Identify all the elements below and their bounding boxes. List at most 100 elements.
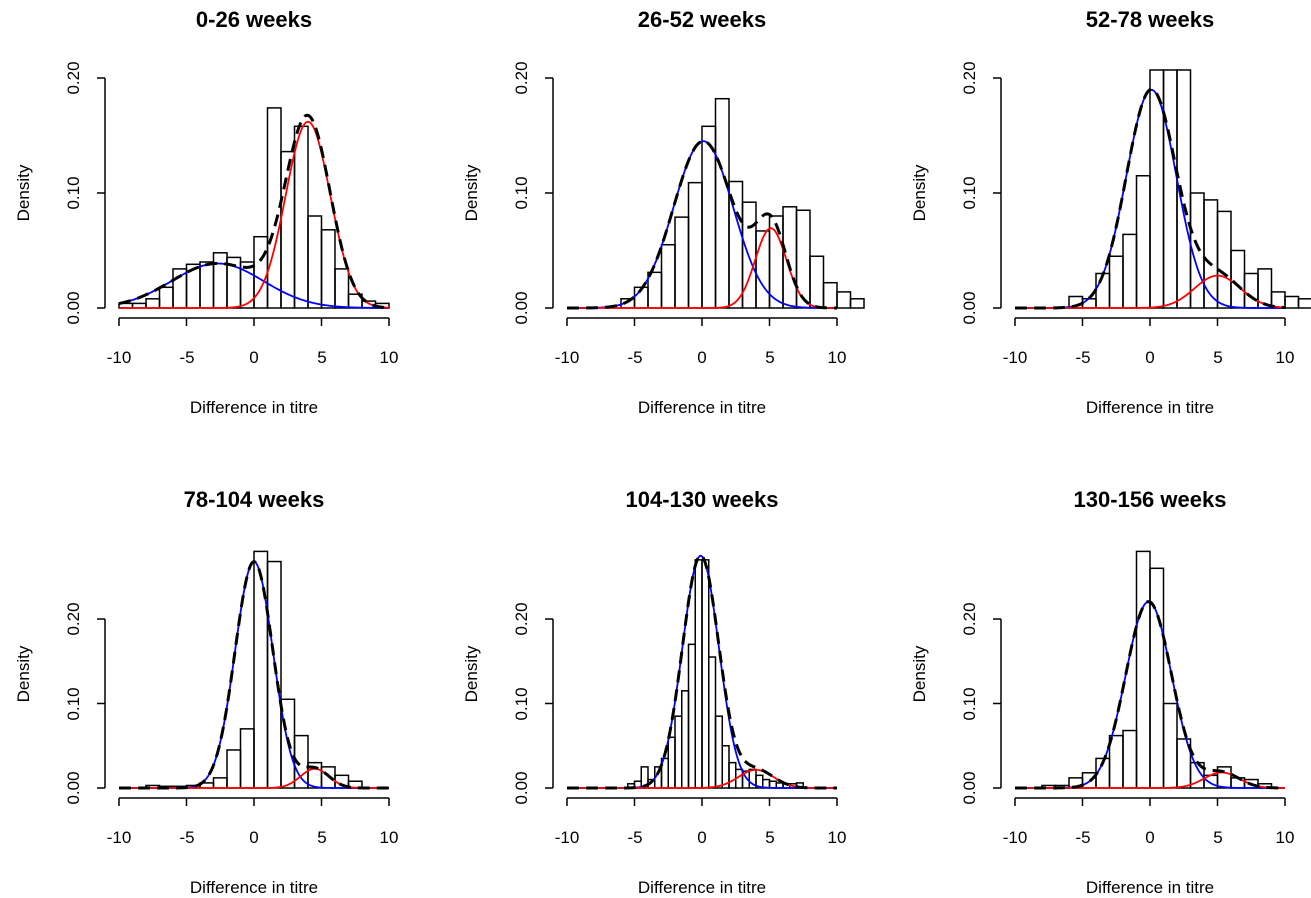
x-tick-label: 10: [380, 348, 399, 367]
y-tick-label: 0.20: [64, 602, 83, 635]
histogram-bar: [212, 252, 228, 309]
chart-title: 26-52 weeks: [638, 7, 766, 32]
histogram-chart-4: 78-104 weeks Difference in titre Density…: [14, 487, 399, 897]
chart-title: 104-130 weeks: [626, 487, 779, 512]
histogram-bar: [809, 255, 825, 309]
x-tick-label: 0: [1145, 348, 1154, 367]
x-tick-label: -10: [1003, 348, 1028, 367]
histogram-bar: [822, 281, 838, 309]
histogram-bar: [334, 268, 350, 309]
y-tick-label: 0.10: [64, 176, 83, 209]
x-tick-label: -5: [1075, 828, 1090, 847]
mixture-density-curve: [1015, 600, 1286, 790]
histogram-bar: [1108, 734, 1124, 789]
x-tick-label: -5: [179, 348, 194, 367]
x-tick-label: 0: [249, 348, 258, 367]
histogram-bar: [1230, 249, 1246, 309]
y-axis-label: Density: [14, 645, 33, 702]
mixture-density-curve: [1015, 87, 1286, 310]
chart-panel-3: 52-78 weeks Difference in titre Density …: [874, 0, 1311, 449]
histogram-bar: [674, 715, 683, 789]
histogram-bars: [1041, 550, 1273, 789]
histogram-bar: [1176, 69, 1192, 309]
histogram-bar: [755, 230, 771, 309]
chart-panel-1: 0-26 weeks Difference in titre Density -…: [0, 0, 437, 449]
histogram-bar: [1216, 210, 1232, 309]
histogram-bar: [1297, 298, 1311, 309]
histogram-bar: [1162, 702, 1178, 789]
x-tick-label: -10: [555, 348, 580, 367]
histogram-bar: [239, 728, 255, 789]
histogram-bar: [721, 745, 730, 789]
histogram-bars: [620, 97, 865, 309]
x-axis-label: Difference in titre: [190, 398, 318, 417]
histogram-bar: [293, 125, 309, 309]
chart-title: 0-26 weeks: [196, 7, 312, 32]
histogram-bar: [647, 271, 663, 309]
chart-panel-5: 104-130 weeks Difference in titre Densit…: [437, 449, 874, 898]
chart-panel-4: 78-104 weeks Difference in titre Density…: [0, 449, 437, 898]
y-axis-label: Density: [462, 645, 481, 702]
x-tick-label: -10: [1003, 828, 1028, 847]
histogram-chart-1: 0-26 weeks Difference in titre Density -…: [14, 7, 399, 417]
histogram-bar: [266, 107, 282, 309]
y-tick-label: 0.10: [960, 176, 979, 209]
mixture-density-curve: [118, 113, 390, 310]
x-tick-label: 10: [828, 348, 847, 367]
mixture-density-curve: [119, 560, 389, 790]
x-tick-label: 5: [317, 348, 326, 367]
histogram-bar: [1135, 175, 1151, 309]
x-tick-label: -5: [1075, 348, 1090, 367]
histogram-bar: [1122, 233, 1138, 309]
x-tick-label: 0: [697, 828, 706, 847]
histogram-bar: [681, 690, 690, 789]
chart-panel-2: 26-52 weeks Difference in titre Density …: [437, 0, 874, 449]
y-tick-label: 0.00: [512, 291, 531, 324]
y-tick-label: 0.20: [960, 602, 979, 635]
chart-panel-6: 130-156 weeks Difference in titre Densit…: [874, 449, 1311, 898]
histogram-bar: [253, 550, 269, 789]
histogram-bar: [836, 291, 852, 309]
histogram-chart-3: 52-78 weeks Difference in titre Density …: [910, 7, 1311, 417]
y-tick-label: 0.00: [960, 291, 979, 324]
x-tick-label: 5: [765, 348, 774, 367]
mixture-density-curve: [567, 554, 837, 790]
x-tick-label: 10: [1276, 348, 1295, 367]
chart-title: 78-104 weeks: [184, 487, 325, 512]
histogram-bar: [199, 261, 215, 309]
x-tick-label: 0: [1145, 828, 1154, 847]
x-tick-label: 0: [249, 828, 258, 847]
histogram-bar: [667, 736, 676, 789]
y-axis-label: Density: [14, 164, 33, 221]
histogram-bar: [674, 216, 690, 309]
y-tick-label: 0.00: [960, 771, 979, 804]
x-tick-label: -5: [627, 828, 642, 847]
histogram-bar: [1243, 272, 1259, 309]
histogram-bar: [714, 715, 723, 789]
histogram-bar: [728, 761, 737, 789]
x-tick-label: -10: [107, 348, 132, 367]
histogram-chart-5: 104-130 weeks Difference in titre Densit…: [462, 487, 847, 897]
y-tick-label: 0.10: [512, 687, 531, 720]
histogram-bar: [293, 734, 309, 789]
histogram-bar: [280, 150, 296, 309]
histogram-bar: [145, 298, 161, 309]
chart-title: 52-78 weeks: [1086, 7, 1214, 32]
histogram-bar: [660, 244, 676, 309]
y-tick-label: 0.10: [960, 687, 979, 720]
histogram-bar: [307, 215, 323, 309]
histogram-chart-6: 130-156 weeks Difference in titre Densit…: [910, 487, 1294, 897]
histogram-bar: [1108, 255, 1124, 309]
x-tick-label: 10: [380, 828, 399, 847]
mixture-density-curve: [566, 139, 837, 310]
histogram-bar: [694, 559, 703, 789]
histogram-bar: [687, 643, 696, 789]
histogram-chart-2: 26-52 weeks Difference in titre Density …: [462, 7, 865, 417]
histogram-bar: [687, 181, 703, 309]
histogram-bar: [1162, 69, 1178, 309]
histogram-bar: [701, 125, 717, 309]
x-tick-label: 10: [828, 828, 847, 847]
x-axis-label: Difference in titre: [638, 398, 766, 417]
histogram-bars: [627, 559, 804, 789]
y-tick-label: 0.20: [512, 61, 531, 94]
